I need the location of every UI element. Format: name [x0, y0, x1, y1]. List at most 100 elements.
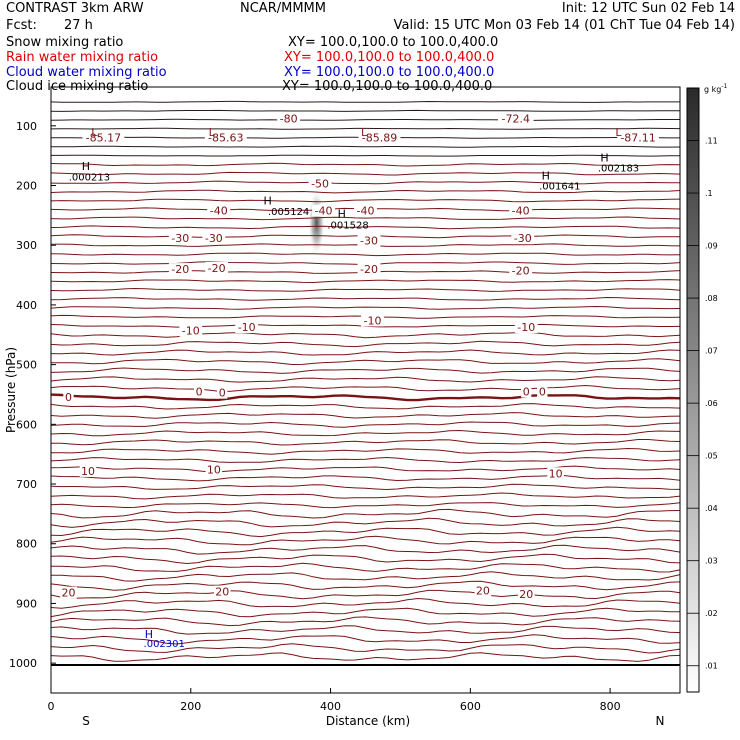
y-tick-label: 300 — [16, 239, 37, 252]
isotherm-label: -85.89 — [362, 132, 397, 145]
isotherm-line — [51, 447, 681, 455]
isotherm-line — [50, 508, 681, 519]
isotherm-label: -20 — [512, 264, 530, 277]
isotherm-label: -85.17 — [86, 132, 121, 145]
isotherm-line — [50, 216, 681, 221]
max-value-label: .001641 — [539, 182, 580, 193]
isotherm-label-background — [474, 584, 492, 597]
colorbar-tick-label: .02 — [705, 609, 718, 618]
x-end-label-north: N — [656, 714, 665, 728]
isotherm-line — [50, 180, 681, 185]
isotherm-label: -30 — [205, 232, 223, 245]
isotherm-label-background — [514, 321, 538, 334]
isotherm-line — [50, 544, 681, 555]
isotherm-line — [50, 421, 681, 428]
isotherm-line — [50, 589, 681, 600]
extremum-marker: L — [361, 126, 368, 139]
isotherm-line — [50, 439, 681, 446]
extremum-marker: H — [264, 194, 272, 207]
isotherm-line — [50, 189, 681, 194]
forecast-hours: 27 h — [64, 18, 93, 33]
isotherm-label: 0 — [523, 385, 530, 398]
isotherm-line — [50, 367, 681, 374]
isotherm-label: -20 — [208, 262, 226, 275]
model-name: CONTRAST 3km ARW — [6, 1, 144, 16]
max-value-label: .002183 — [598, 164, 639, 175]
isotherm-label-background — [79, 464, 97, 477]
field-name-rain: Rain water mixing ratio — [6, 50, 159, 65]
isotherm-label-background — [235, 321, 259, 334]
field-xy-cloud-water: XY= 100.0,100.0 to 100.0,400.0 — [284, 65, 495, 80]
isotherm-label-background — [511, 232, 535, 245]
isotherm-line — [50, 597, 681, 609]
isotherm-label-background — [217, 386, 228, 399]
isotherm-line — [50, 287, 681, 292]
isotherm-label: 10 — [549, 467, 563, 480]
isotherm-label-background — [509, 204, 533, 217]
isotherm-line — [50, 475, 681, 482]
isotherm-label-background — [194, 385, 205, 398]
isotherm-line — [50, 553, 681, 565]
isotherm-label-background — [547, 467, 564, 480]
isotherm-label-background — [168, 232, 192, 245]
isotherm-line — [50, 162, 681, 167]
isotherm-label: 20 — [215, 586, 229, 599]
isotherm-label-background — [498, 112, 534, 125]
isotherm-label: -40 — [315, 205, 333, 218]
init-time: Init: 12 UTC Sun 02 Feb 14 — [561, 1, 735, 16]
isotherm-label-background — [308, 177, 332, 190]
isotherm-line — [50, 465, 681, 473]
isotherm-line — [51, 145, 681, 148]
isotherm-line — [50, 279, 681, 284]
colorbar-tick-label: .1 — [705, 189, 713, 198]
isotherm-line — [50, 643, 681, 654]
colorbar-tick-label: .11 — [705, 137, 718, 146]
extremum-marker: H — [145, 628, 153, 641]
field-name-cloud-water: Cloud water mixing ratio — [6, 65, 167, 80]
isotherm-label: -30 — [171, 232, 189, 245]
isotherm-line — [50, 296, 681, 301]
isotherm-line — [50, 198, 681, 203]
colorbar-tick-label: .06 — [705, 399, 718, 408]
isotherm-line — [50, 562, 681, 573]
colorbar-tick-label: .05 — [705, 452, 718, 461]
isotherm-line — [50, 412, 681, 419]
x-axis-label: Distance (km) — [326, 714, 410, 728]
field-name-snow: Snow mixing ratio — [6, 35, 124, 50]
colorbar-unit: g kg-1 — [704, 83, 728, 94]
extremum-marker: H — [542, 169, 550, 182]
isotherm-line — [50, 652, 681, 662]
isotherm-label: -40 — [210, 205, 228, 218]
isotherm-line — [50, 456, 681, 464]
isotherm-label-background — [207, 204, 231, 217]
isotherm-line — [50, 384, 681, 392]
isotherm-label: -10 — [238, 321, 256, 334]
isotherm-line — [50, 502, 681, 509]
isotherm-line — [50, 171, 681, 176]
y-axis-label: Pressure (hPa) — [4, 347, 18, 433]
isotherm-label-background — [213, 585, 231, 598]
isotherm-label: -10 — [517, 321, 535, 334]
y-tick-label: 1000 — [9, 657, 37, 670]
isotherm-label: -80 — [280, 113, 298, 126]
extremum-marker: L — [91, 126, 98, 139]
colorbar-tick-label: .07 — [705, 347, 718, 356]
isotherm-label: 10 — [81, 465, 95, 478]
x-tick-label: 400 — [320, 700, 341, 713]
y-tick-label: 900 — [16, 597, 37, 610]
isotherm-label-background — [361, 314, 384, 327]
isotherm-line — [50, 580, 681, 591]
extremum-marker: H — [600, 151, 608, 164]
isotherm-line — [50, 492, 681, 500]
isotherm-line — [50, 340, 681, 348]
isotherm-label: -20 — [360, 263, 378, 276]
field-xy-rain: XY= 100.0,100.0 to 100.0,400.0 — [284, 50, 495, 65]
isotherm-label-background — [63, 390, 74, 403]
isotherm-line — [50, 616, 681, 627]
isotherm-label-background — [168, 263, 192, 276]
colorbar-unit-exponent: -1 — [721, 83, 727, 90]
colorbar-tick-label: .01 — [705, 662, 718, 671]
forecast-label: Fcst: — [6, 18, 37, 33]
isotherm-label: 20 — [476, 584, 490, 597]
valid-time: Valid: 15 UTC Mon 03 Feb 14 (01 ChT Tue … — [393, 18, 735, 33]
